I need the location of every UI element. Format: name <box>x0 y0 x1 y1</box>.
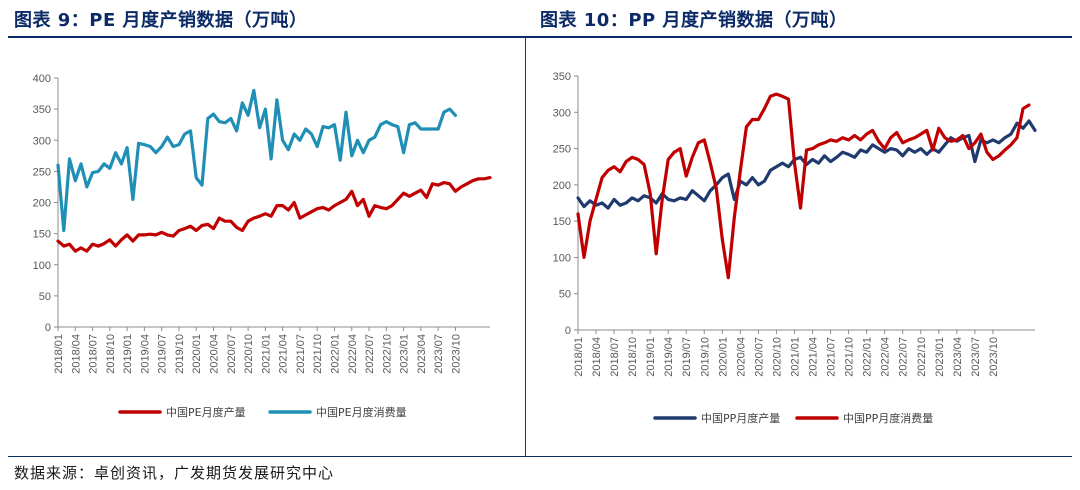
pe-chart: 0 50 100 150 200 250 300 350 400 2018/01 2018/04 20… <box>33 73 492 419</box>
pp-legend-label-1: 中国PP月度产量 <box>701 411 780 425</box>
pe-legend-label-1: 中国PE月度产量 <box>166 405 246 419</box>
pp-x-tick-label: 2021/10 <box>844 337 856 377</box>
pe-y-tick-label: 0 <box>45 322 51 334</box>
source-note: 数据来源：卓创资讯，广发期货发展研究中心 <box>14 464 335 482</box>
pp-x-tick-label: 2022/10 <box>916 337 928 377</box>
pp-x-tick-label: 2018/04 <box>591 337 603 377</box>
pe-x-tick-label: 2019/01 <box>122 334 134 374</box>
pe-x-tick-label: 2019/07 <box>157 334 169 374</box>
pe-x-tick-label: 2022/04 <box>347 334 359 374</box>
pp-y-tick-label: 350 <box>553 71 571 83</box>
pe-x-tick-label: 2021/10 <box>312 334 324 374</box>
pe-x-tick-label: 2019/10 <box>174 334 186 374</box>
pe-x-tick-label: 2020/07 <box>226 334 238 374</box>
pp-x-tick-label: 2023/10 <box>988 337 1000 377</box>
pe-y-tick-label: 150 <box>33 229 51 241</box>
pp-chart: 0 50 100 150 200 250 300 350 2018/01 2018/04 2018/… <box>553 71 1037 425</box>
pp-x-tick-label: 2018/10 <box>627 337 639 377</box>
pe-x-tick-label: 2021/01 <box>260 334 272 374</box>
bottom-rule <box>8 456 1072 457</box>
pp-x-tick-label: 2019/07 <box>681 337 693 377</box>
pp-y-tick-label: 300 <box>553 107 571 119</box>
pp-x-tick-label: 2020/04 <box>735 337 747 377</box>
pp-x-tick-label: 2022/04 <box>880 337 892 377</box>
pp-x-tick-label: 2023/04 <box>952 337 964 377</box>
pp-x-tick-label: 2020/10 <box>771 337 783 377</box>
top-rule <box>8 36 1072 38</box>
pe-x-tick-label: 2021/04 <box>278 334 290 374</box>
pp-x-tick-label: 2019/10 <box>699 337 711 377</box>
pp-series-line-2 <box>576 92 1031 280</box>
pe-series-line-1 <box>56 176 492 253</box>
pe-x-tick-label: 2020/04 <box>209 334 221 374</box>
pe-x-tick-label: 2020/10 <box>243 334 255 374</box>
pp-x-tick-label: 2021/07 <box>826 337 838 377</box>
pe-y-tick-label: 200 <box>33 198 51 210</box>
pe-y-tick-label: 50 <box>39 291 51 303</box>
pe-x-tick-label: 2023/04 <box>416 334 428 374</box>
pp-x-tick-label: 2019/04 <box>663 337 675 377</box>
pp-y-tick-label: 150 <box>553 216 571 228</box>
pe-series-line-2 <box>56 88 457 233</box>
pp-x-tick-label: 2018/01 <box>573 337 585 377</box>
pe-x-tick-label: 2022/07 <box>364 334 376 374</box>
pe-y-tick-label: 350 <box>33 104 51 116</box>
pp-x-tick-label: 2020/01 <box>717 337 729 377</box>
pe-y-tick-label: 300 <box>33 135 51 147</box>
pe-x-tick-label: 2022/10 <box>381 334 393 374</box>
pe-legend-label-2: 中国PE月度消费量 <box>316 405 407 419</box>
pe-x-tick-label: 2020/01 <box>191 334 203 374</box>
pe-x-tick-label: 2021/07 <box>295 334 307 374</box>
pe-y-tick-label: 100 <box>33 260 51 272</box>
pe-x-tick-label: 2018/07 <box>88 334 100 374</box>
pp-x-tick-label: 2021/04 <box>808 337 820 377</box>
pp-x-tick-label: 2019/01 <box>645 337 657 377</box>
pp-y-tick-label: 50 <box>559 289 571 301</box>
pp-x-tick-label: 2022/01 <box>862 337 874 377</box>
pe-y-tick-label: 250 <box>33 166 51 178</box>
pp-x-tick-label: 2021/01 <box>789 337 801 377</box>
pe-x-tick-label: 2018/10 <box>105 334 117 374</box>
pe-x-tick-label: 2019/04 <box>139 334 151 374</box>
pp-x-tick-label: 2022/07 <box>898 337 910 377</box>
pe-x-tick-label: 2023/10 <box>450 334 462 374</box>
pp-y-tick-label: 0 <box>565 325 571 337</box>
pp-y-tick-label: 100 <box>553 252 571 264</box>
right-chart-title: 图表 10：PP 月度产销数据（万吨） <box>540 10 848 31</box>
pp-x-tick-label: 2018/07 <box>609 337 621 377</box>
left-chart-title: 图表 9：PE 月度产销数据（万吨） <box>14 10 308 31</box>
pe-x-tick-label: 2023/07 <box>433 334 445 374</box>
pe-x-tick-label: 2018/04 <box>70 334 82 374</box>
pe-x-tick-label: 2023/01 <box>399 334 411 374</box>
pp-y-tick-label: 250 <box>553 144 571 156</box>
pe-y-tick-label: 400 <box>33 73 51 85</box>
pp-x-tick-label: 2020/07 <box>753 337 765 377</box>
pp-y-tick-label: 200 <box>553 180 571 192</box>
pp-legend-label-2: 中国PP月度消费量 <box>843 411 933 425</box>
pe-x-tick-label: 2022/01 <box>329 334 341 374</box>
panel-divider <box>525 38 526 456</box>
pp-x-tick-label: 2023/07 <box>970 337 982 377</box>
pp-x-tick-label: 2023/01 <box>934 337 946 377</box>
pe-x-tick-label: 2018/01 <box>53 334 65 374</box>
